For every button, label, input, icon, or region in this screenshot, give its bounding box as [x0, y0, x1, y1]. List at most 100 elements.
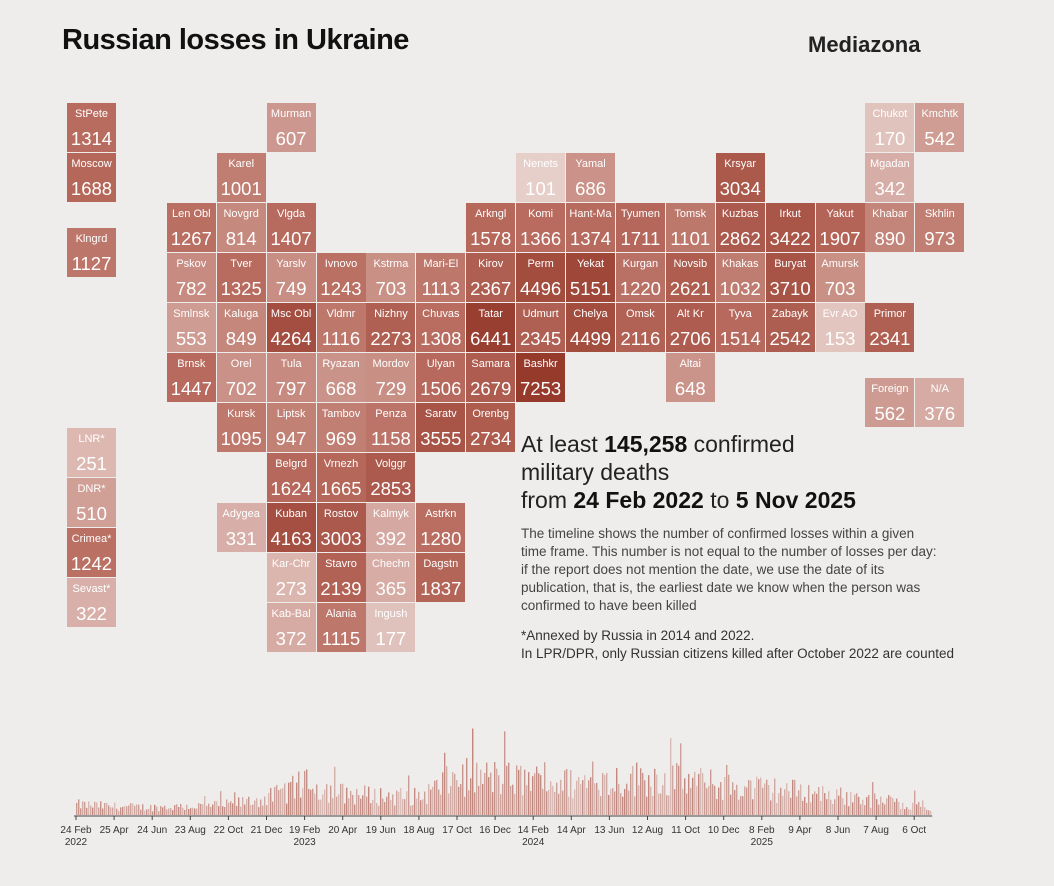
region-tile: Kmchtk 542: [915, 103, 965, 152]
region-label: Orel: [230, 358, 252, 370]
timeline-bar: [850, 792, 852, 815]
timeline-bar: [364, 785, 366, 815]
timeline-bar: [206, 805, 208, 815]
region-value: 3555: [420, 428, 462, 449]
timeline-bar: [240, 806, 242, 815]
total-deaths: 145,258: [604, 431, 688, 457]
region-value: 4496: [520, 278, 562, 299]
region-value: 1127: [71, 253, 112, 274]
timeline-bar: [126, 806, 128, 815]
region-tile: Yakut 1907: [815, 203, 865, 252]
timeline-bar: [446, 766, 448, 815]
timeline-bar: [218, 806, 220, 815]
region-label: Mari-El: [423, 258, 459, 270]
region-label: Vrnezh: [323, 458, 359, 470]
timeline-bar: [830, 799, 832, 815]
timeline-bar: [660, 793, 662, 815]
timeline-bar: [402, 798, 404, 815]
region-tile: Saratv 3555: [416, 403, 466, 452]
region-tile: DNR* 510: [67, 478, 116, 527]
timeline-bar: [202, 804, 204, 815]
region-value: 2139: [320, 578, 362, 599]
timeline-bar: [706, 788, 708, 815]
timeline-bar: [164, 805, 166, 815]
timeline-bar: [782, 795, 784, 815]
region-label: Chuvas: [422, 308, 460, 320]
timeline-bar: [622, 796, 624, 815]
region-value: 562: [874, 403, 906, 424]
region-value: 177: [375, 628, 407, 649]
region-label: Tula: [280, 358, 302, 370]
timeline-bar: [106, 802, 108, 815]
timeline-bar: [654, 768, 656, 815]
timeline-bar: [892, 798, 894, 815]
region-label: Tomsk: [674, 208, 707, 220]
timeline-bar: [496, 768, 498, 815]
timeline-bar: [718, 787, 720, 815]
region-label: Crimea*: [71, 533, 112, 545]
region-tile: Primor 2341: [865, 303, 915, 352]
region-label: Bashkr: [523, 358, 558, 370]
region-label: Tambov: [321, 408, 361, 420]
region-tile: Komi 1366: [516, 203, 566, 252]
timeline-bar: [714, 785, 716, 815]
timeline-bar: [702, 773, 704, 815]
timeline-bar: [692, 777, 694, 815]
timeline-bar: [862, 799, 864, 815]
timeline-bar: [568, 796, 570, 815]
x-tick-label: 16 Dec: [479, 825, 511, 836]
region-label: Kirov: [478, 258, 504, 270]
timeline-bar: [320, 799, 322, 815]
x-tick-label: 19 Jun: [366, 825, 396, 836]
timeline-bar: [242, 797, 244, 815]
region-tile: Ulyan 1506: [416, 353, 466, 402]
region-value: 1407: [270, 228, 312, 249]
timeline-bar: [112, 807, 114, 815]
region-label: Ulyan: [426, 358, 455, 370]
timeline-bar: [172, 810, 174, 815]
timeline-bar: [458, 786, 460, 815]
region-label: Penza: [375, 408, 407, 420]
region-tile: Buryat 3710: [765, 253, 815, 302]
timeline-bar: [302, 788, 304, 815]
region-tile: Nizhny 2273: [366, 303, 416, 352]
region-tile: Khabar 890: [865, 203, 915, 252]
timeline-bar: [222, 806, 224, 815]
region-label: Arkngl: [475, 208, 507, 220]
region-label: DNR*: [77, 483, 106, 495]
region-label: Ingush: [374, 608, 408, 620]
region-value: 729: [375, 378, 407, 399]
region-tile: Samara 2679: [466, 353, 516, 402]
region-label: Krsyar: [724, 158, 757, 170]
timeline-bar: [304, 770, 306, 815]
timeline-bar: [560, 779, 562, 815]
timeline-bar: [866, 797, 868, 815]
region-value: 1907: [819, 228, 861, 249]
timeline-bar: [588, 780, 590, 815]
region-label: Astrkn: [425, 508, 457, 520]
timeline-bar: [292, 775, 294, 815]
region-tile: Alania 1115: [316, 603, 366, 652]
timeline-bar: [652, 796, 654, 815]
timeline-bar: [442, 772, 444, 815]
timeline-bar: [828, 791, 830, 815]
timeline-bar: [278, 790, 280, 815]
timeline-bar: [528, 772, 530, 815]
year-label: 2022: [65, 837, 88, 848]
timeline-bar: [488, 777, 490, 815]
timeline-bar: [804, 796, 806, 815]
region-tile: Mgadan 342: [865, 153, 915, 202]
timeline-bar: [870, 807, 872, 815]
timeline-bar: [384, 801, 386, 815]
timeline-bar: [784, 789, 786, 815]
timeline-bar: [100, 801, 102, 815]
timeline-bar: [480, 769, 482, 815]
timeline-bar: [372, 799, 374, 815]
timeline-bar: [386, 796, 388, 815]
timeline-bar: [856, 793, 858, 815]
timeline-bar: [200, 803, 202, 815]
timeline-bar: [542, 788, 544, 815]
x-tick-label: 12 Aug: [632, 825, 663, 836]
timeline-bar: [208, 803, 210, 815]
timeline-bar: [366, 796, 368, 815]
